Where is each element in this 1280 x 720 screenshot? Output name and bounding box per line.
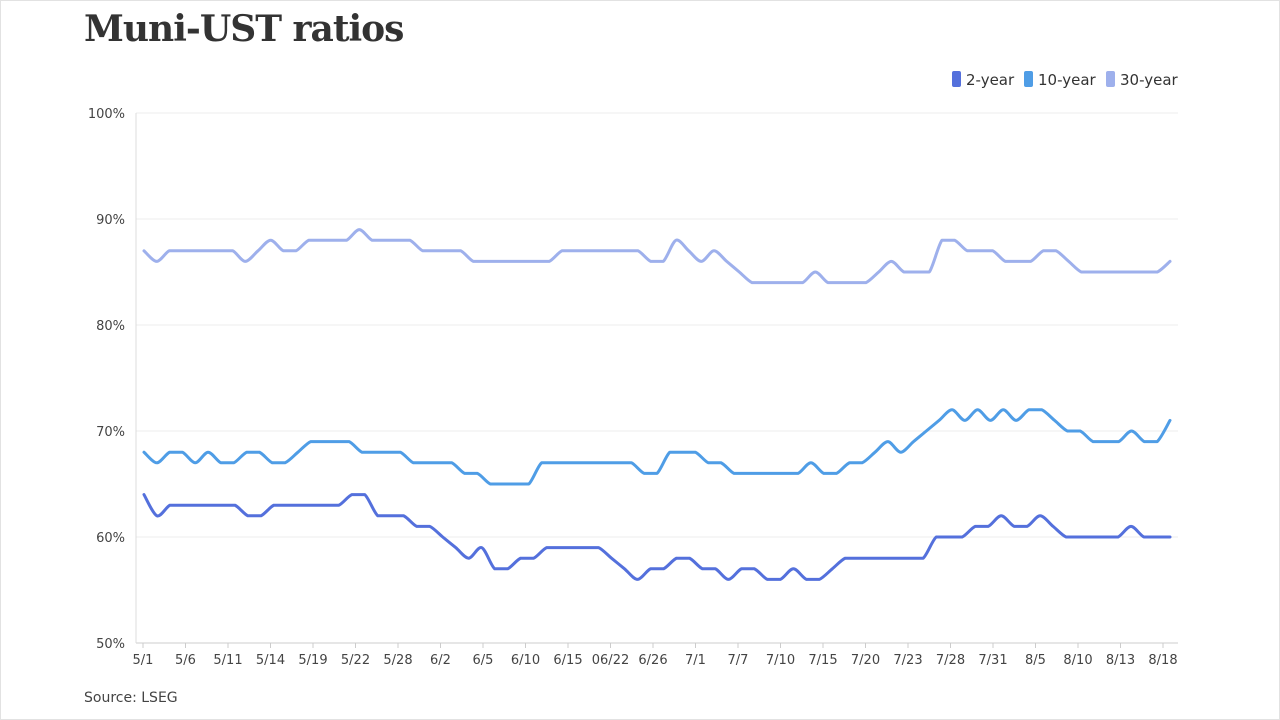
y-tick-label: 60% [96,531,125,546]
y-tick-label: 80% [96,319,125,334]
source-note: Source: LSEG [84,690,178,706]
x-tick-label: 6/15 [553,653,582,668]
x-tick-label: 6/2 [430,653,451,668]
y-axis-ticks: 100% 90% 80% 70% 60% 50% [88,107,125,652]
x-tick-label: 7/31 [978,653,1007,668]
legend: 2-year 10-year 30-year [952,71,1179,89]
series-line-2-year [142,493,1172,581]
x-tick-label: 7/7 [728,653,749,668]
x-tick-label: 7/15 [808,653,837,668]
x-tick-label: 6/26 [638,653,667,668]
chart-title: Muni-UST ratios [84,8,404,50]
legend-swatch [1024,71,1033,87]
x-tick-label: 5/14 [256,653,285,668]
legend-swatch [1106,71,1115,87]
y-tick-label: 100% [88,107,125,122]
x-tick-label: 06/22 [592,653,629,668]
gridlines [135,112,1178,644]
series-line-10-year [142,408,1172,486]
series-lines [142,228,1172,581]
x-tick-label: 5/19 [298,653,327,668]
x-tick-label: 7/28 [936,653,965,668]
x-tick-label: 5/6 [175,653,196,668]
legend-label: 2-year [966,71,1015,89]
y-tick-label: 70% [96,425,125,440]
y-tick-label: 90% [96,213,125,228]
x-tick-label: 8/13 [1106,653,1135,668]
x-tick-label: 7/10 [766,653,795,668]
x-tick-label: 8/10 [1063,653,1092,668]
x-tick-label: 8/18 [1148,653,1177,668]
legend-swatch [952,71,961,87]
x-tick-label: 5/28 [383,653,412,668]
series-line-30-year [142,228,1172,285]
x-tick-label: 7/23 [893,653,922,668]
x-tick-label: 5/1 [133,653,154,668]
legend-label: 30-year [1120,71,1179,89]
x-axis-ticks: 5/1 5/6 5/11 5/14 5/19 5/22 5/28 6/2 6/5 6/10 6/15… [133,643,1178,668]
x-tick-label: 5/11 [213,653,242,668]
y-tick-label: 50% [96,637,125,652]
x-tick-label: 7/20 [851,653,880,668]
x-tick-label: 6/5 [473,653,494,668]
x-tick-label: 8/5 [1025,653,1046,668]
x-tick-label: 6/10 [511,653,540,668]
legend-label: 10-year [1038,71,1097,89]
x-tick-label: 7/1 [685,653,706,668]
x-tick-label: 5/22 [341,653,370,668]
